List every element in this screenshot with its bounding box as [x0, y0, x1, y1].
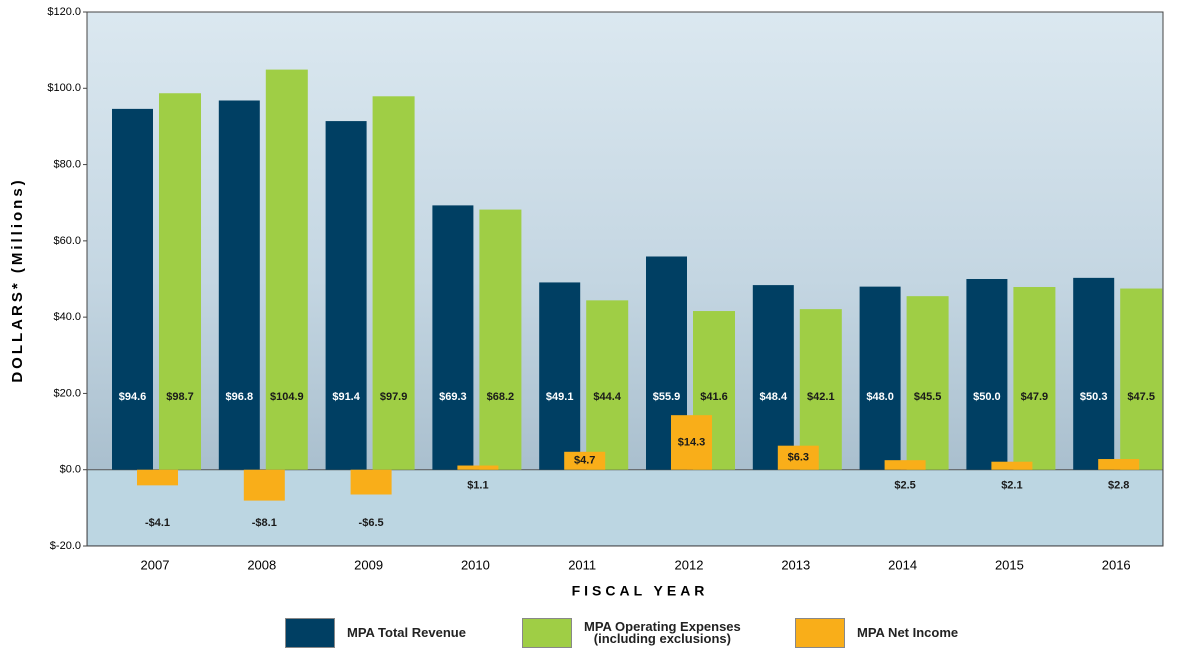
- y-tick-label: $-20.0: [50, 540, 81, 552]
- bar: [137, 469, 178, 486]
- value-label: $98.7: [166, 391, 194, 403]
- bar: [859, 286, 901, 470]
- x-tick-label: 2012: [675, 557, 704, 572]
- bar: [1120, 288, 1163, 470]
- legend-item: MPA Net Income: [795, 618, 958, 648]
- bar: [777, 445, 819, 470]
- x-tick-label: 2013: [781, 557, 810, 572]
- bar: [350, 469, 392, 495]
- legend-label: MPA Total Revenue: [347, 625, 466, 640]
- y-tick-label: $80.0: [53, 158, 81, 170]
- bar: [1013, 287, 1056, 470]
- value-label: $104.9: [270, 391, 304, 403]
- value-label: $2.1: [1001, 480, 1022, 492]
- value-label: $50.3: [1080, 391, 1108, 403]
- bar: [799, 309, 842, 470]
- value-label: $94.6: [119, 391, 147, 403]
- bar: [457, 465, 499, 470]
- bar: [906, 296, 949, 470]
- value-label: $14.3: [678, 436, 706, 448]
- value-label: $47.9: [1021, 391, 1049, 403]
- bar: [159, 93, 201, 470]
- y-tick-label: $0.0: [60, 464, 81, 476]
- value-label: $48.4: [760, 391, 788, 403]
- value-label: $42.1: [807, 391, 835, 403]
- value-label: $2.5: [894, 480, 915, 492]
- y-tick-label: $60.0: [53, 235, 81, 247]
- legend-item: MPA Operating Expenses (including exclus…: [522, 618, 741, 648]
- value-label: $45.5: [914, 391, 942, 403]
- value-label: -$8.1: [252, 517, 277, 529]
- bar: [265, 69, 308, 470]
- bar: [112, 108, 153, 470]
- x-axis-title: FISCAL YEAR: [572, 583, 709, 599]
- value-label: $47.5: [1127, 391, 1155, 403]
- x-tick-label: 2008: [247, 557, 276, 572]
- value-label: $69.3: [439, 391, 467, 403]
- bar: [991, 461, 1033, 470]
- bar: [243, 469, 285, 501]
- bar: [372, 96, 415, 470]
- legend-item: MPA Total Revenue: [285, 618, 466, 648]
- bar: [752, 285, 794, 470]
- y-tick-label: $20.0: [53, 387, 81, 399]
- bar: [884, 460, 926, 470]
- legend-label: MPA Net Income: [857, 625, 959, 640]
- value-label: $96.8: [226, 391, 254, 403]
- value-label: $55.9: [653, 391, 681, 403]
- value-label: $49.1: [546, 391, 574, 403]
- value-label: $41.6: [700, 391, 728, 403]
- chart: DOLLARS* (Millions) FISCAL YEAR $-20.0 $0…: [9, 6, 1164, 599]
- value-label: -$4.1: [145, 517, 170, 529]
- bar: [564, 451, 606, 470]
- value-label: -$6.5: [359, 517, 384, 529]
- bar: [479, 209, 522, 470]
- x-tick-label: 2016: [1102, 557, 1131, 572]
- value-label: $91.4: [332, 391, 360, 403]
- bar: [1098, 459, 1140, 470]
- value-label: $6.3: [788, 452, 809, 464]
- y-tick-label: $100.0: [47, 82, 81, 94]
- bar: [325, 121, 367, 470]
- bar: [586, 300, 629, 470]
- legend-swatch: [285, 618, 335, 648]
- value-label: $48.0: [866, 391, 894, 403]
- y-tick-label: $40.0: [53, 311, 81, 323]
- x-tick-label: 2011: [568, 557, 596, 572]
- bar: [1073, 277, 1115, 470]
- x-tick-label: 2014: [888, 557, 917, 572]
- x-tick-label: 2007: [141, 557, 170, 572]
- legend-swatch: [795, 618, 845, 648]
- x-tick-label: 2010: [461, 557, 490, 572]
- value-label: $1.1: [467, 480, 488, 492]
- value-label: $4.7: [574, 455, 595, 467]
- x-tick-label: 2009: [354, 557, 383, 572]
- bar: [966, 279, 1008, 470]
- value-label: $97.9: [380, 391, 408, 403]
- value-label: $2.8: [1108, 480, 1129, 492]
- value-label: $50.0: [973, 391, 1001, 403]
- y-tick-label: $120.0: [47, 6, 81, 18]
- y-axis-title: DOLLARS* (Millions): [9, 177, 26, 382]
- x-tick-label: 2015: [995, 557, 1024, 572]
- bar: [539, 282, 581, 470]
- legend-swatch: [522, 618, 572, 648]
- value-label: $68.2: [487, 391, 515, 403]
- bar: [218, 100, 260, 470]
- bar: [432, 205, 474, 470]
- bar: [671, 415, 712, 470]
- legend-label: MPA Operating Expenses (including exclus…: [584, 619, 741, 646]
- value-label: $44.4: [593, 391, 621, 403]
